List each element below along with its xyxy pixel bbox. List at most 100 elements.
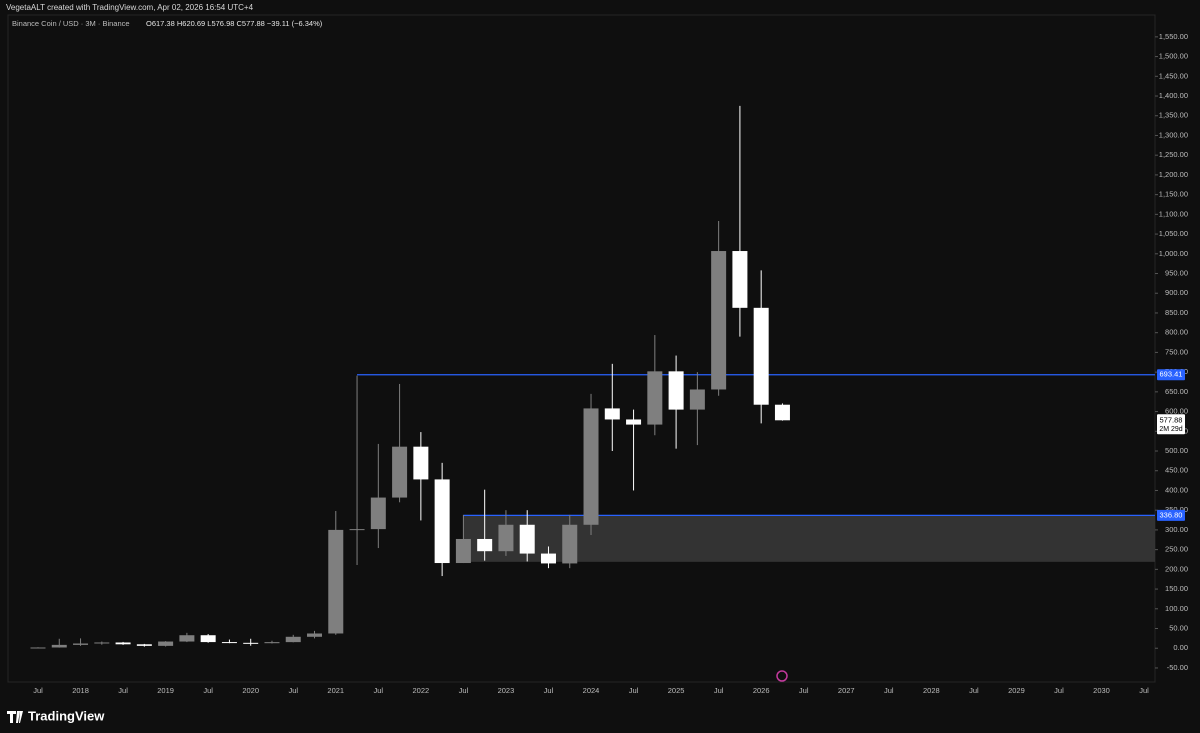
candle-body <box>455 538 471 564</box>
y-tick-label: 300.00 <box>1165 525 1188 534</box>
candle-body <box>519 524 535 554</box>
candle-body <box>221 642 237 644</box>
candle-body <box>583 408 599 525</box>
candle-body <box>158 641 174 646</box>
x-tick-label: 2020 <box>242 686 259 695</box>
y-tick-label: 400.00 <box>1165 485 1188 494</box>
y-tick-label: 850.00 <box>1165 308 1188 317</box>
x-tick-label: 2026 <box>753 686 770 695</box>
y-tick-label: 1,250.00 <box>1159 150 1188 159</box>
y-tick-label: 1,150.00 <box>1159 190 1188 199</box>
y-tick-label: 1,050.00 <box>1159 229 1188 238</box>
y-tick-label: 800.00 <box>1165 328 1188 337</box>
y-tick-label: 0.00 <box>1173 643 1188 652</box>
symbol: Binance Coin / USD · 3M · Binance <box>12 19 130 28</box>
y-tick-label: 900.00 <box>1165 288 1188 297</box>
zone-label: 336.80 <box>1160 510 1183 519</box>
y-tick-label: 600.00 <box>1165 407 1188 416</box>
y-tick-label: 1,350.00 <box>1159 111 1188 120</box>
plot-frame <box>7 14 1156 683</box>
y-tick-label: 750.00 <box>1165 347 1188 356</box>
x-tick-label: 2021 <box>327 686 344 695</box>
x-tick-label: 2022 <box>413 686 430 695</box>
x-tick-label: Jul <box>459 686 469 695</box>
y-tick-label: 1,550.00 <box>1159 32 1188 41</box>
candle-body <box>30 647 46 649</box>
candle-body <box>668 371 684 410</box>
y-tick-label: 350.00 <box>1165 505 1188 514</box>
x-tick-label: Jul <box>969 686 979 695</box>
candle-body <box>243 642 259 644</box>
y-tick-label: 150.00 <box>1165 584 1188 593</box>
candle-body <box>732 251 748 308</box>
candle-body <box>604 408 620 420</box>
x-tick-label: Jul <box>33 686 43 695</box>
y-tick-label: 1,400.00 <box>1159 91 1188 100</box>
logo-icon <box>7 711 23 723</box>
y-tick-label: 1,500.00 <box>1159 52 1188 61</box>
y-tick-label: 100.00 <box>1165 604 1188 613</box>
ohlc-legend: O617.38 H620.69 L576.98 C577.88 −39.11 (… <box>146 19 323 28</box>
candle-body <box>115 642 131 645</box>
y-tick-label: -50.00 <box>1167 663 1188 672</box>
candle-body <box>392 446 408 498</box>
y-tick-label: 200.00 <box>1165 564 1188 573</box>
candle-body <box>774 404 790 421</box>
y-tick-label: 1,000.00 <box>1159 249 1188 258</box>
candle-body <box>328 529 344 634</box>
x-tick-label: Jul <box>544 686 554 695</box>
candle-body <box>349 529 365 531</box>
level-label: 693.41 <box>1160 370 1183 379</box>
event-icon <box>776 670 788 682</box>
candle-body <box>498 524 514 552</box>
y-tick-label: 250.00 <box>1165 545 1188 554</box>
x-tick-label: 2029 <box>1008 686 1025 695</box>
candle-body <box>540 553 556 564</box>
candle-body <box>285 636 301 643</box>
x-tick-label: Jul <box>118 686 128 695</box>
last-price-bg <box>1157 414 1185 435</box>
zone-label-bg <box>1157 509 1185 521</box>
candle-body <box>753 307 769 405</box>
x-tick-label: Jul <box>374 686 384 695</box>
candle-body <box>562 524 578 564</box>
x-tick-label: 2019 <box>157 686 174 695</box>
y-tick-label: 1,100.00 <box>1159 209 1188 218</box>
x-tick-label: Jul <box>629 686 639 695</box>
x-tick-label: 2030 <box>1093 686 1110 695</box>
x-tick-label: Jul <box>1054 686 1064 695</box>
y-tick-label: 1,200.00 <box>1159 170 1188 179</box>
x-tick-label: Jul <box>288 686 298 695</box>
y-tick-label: 50.00 <box>1169 623 1188 632</box>
candle-body <box>370 497 386 530</box>
candle-body <box>689 389 705 410</box>
x-tick-label: 2027 <box>838 686 855 695</box>
x-tick-label: Jul <box>1139 686 1149 695</box>
logo-text: TradingView <box>28 708 105 723</box>
candle-body <box>711 251 727 390</box>
candle-body <box>73 643 89 645</box>
candle-body <box>136 644 152 646</box>
y-tick-label: 450.00 <box>1165 466 1188 475</box>
y-tick-label: 650.00 <box>1165 387 1188 396</box>
candle-body <box>307 633 323 637</box>
x-tick-label: 2024 <box>583 686 600 695</box>
x-tick-label: Jul <box>884 686 894 695</box>
countdown-label: 2M 29d <box>1159 426 1182 433</box>
candle-body <box>413 446 429 480</box>
candle-body <box>264 642 280 644</box>
last-price-label: 577.88 <box>1160 415 1183 424</box>
x-tick-label: Jul <box>203 686 213 695</box>
support-zone <box>463 515 1155 562</box>
y-tick-label: 1,450.00 <box>1159 71 1188 80</box>
candle-body <box>647 371 663 425</box>
x-tick-label: 2025 <box>668 686 685 695</box>
logo: TradingView <box>7 708 105 723</box>
x-tick-label: Jul <box>714 686 724 695</box>
y-tick-label: 950.00 <box>1165 269 1188 278</box>
y-tick-label: 1,300.00 <box>1159 130 1188 139</box>
candle-body <box>477 538 493 552</box>
